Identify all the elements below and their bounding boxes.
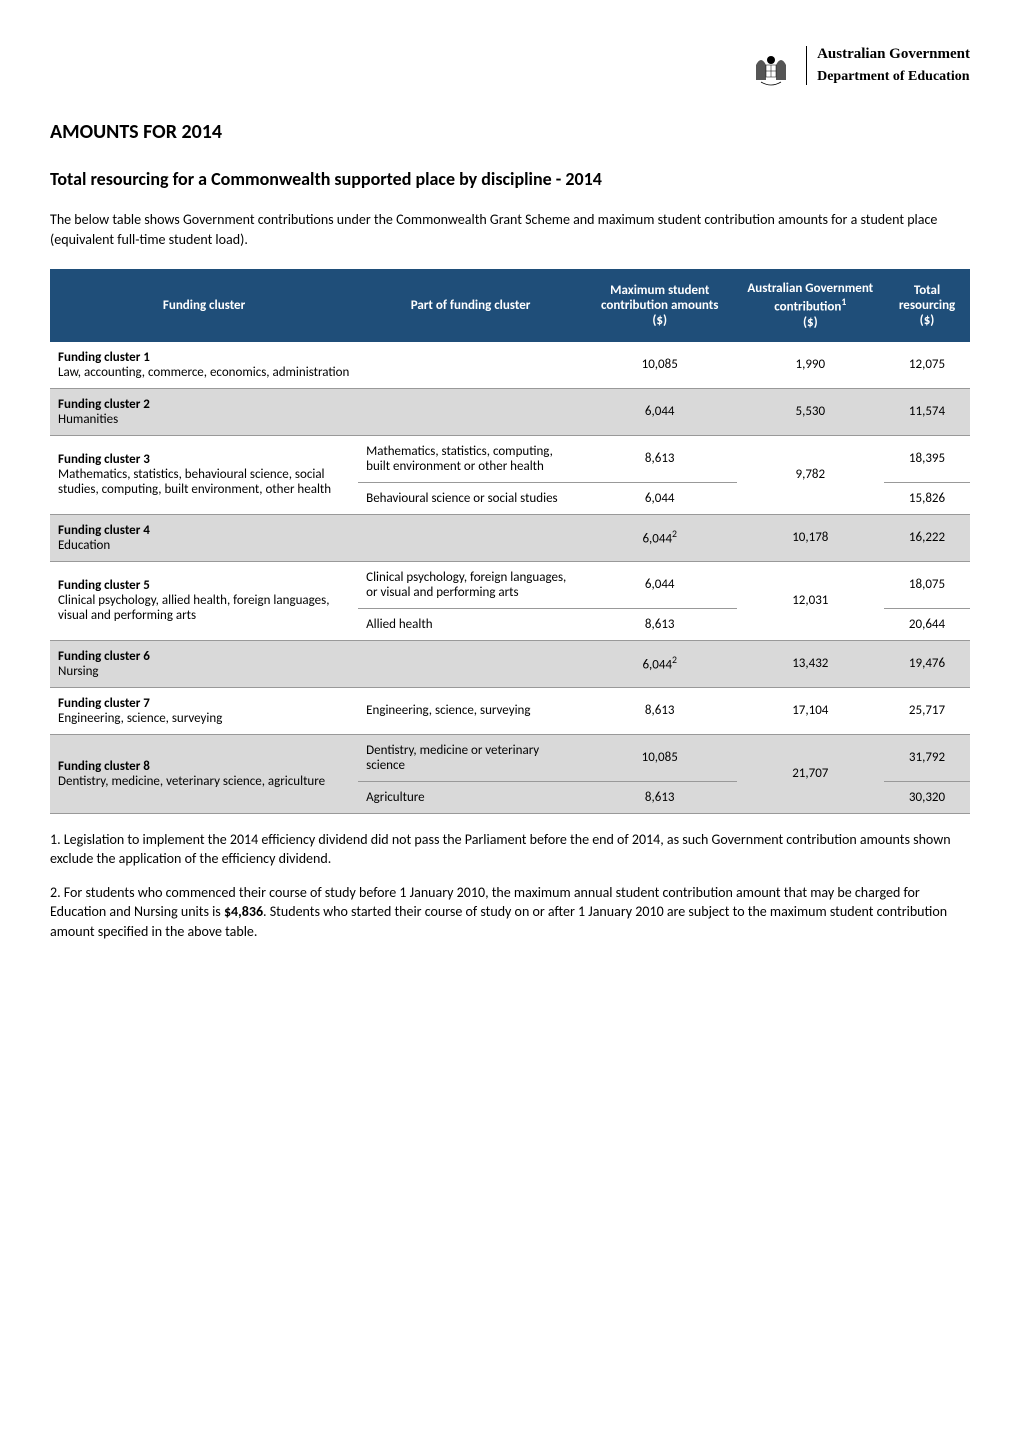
footnotes: 1. Legislation to implement the 2014 eff… xyxy=(50,830,970,942)
total-cell: 16,222 xyxy=(884,514,970,561)
table-row: Funding cluster 5Clinical psychology, al… xyxy=(50,561,970,608)
total-cell: 18,075 xyxy=(884,561,970,608)
part-cell: Allied health xyxy=(358,608,583,640)
max-student-cell: 8,613 xyxy=(583,435,737,482)
cluster-cell: Funding cluster 8Dentistry, medicine, ve… xyxy=(50,734,358,813)
max-student-cell: 6,044 xyxy=(583,388,737,435)
th-gov-contribution: Australian Government contribution1 ($) xyxy=(737,269,885,341)
logo-line2: Department of Education xyxy=(817,69,970,85)
gov-cell: 21,707 xyxy=(737,734,885,813)
th-funding-cluster: Funding cluster xyxy=(50,269,358,341)
total-cell: 18,395 xyxy=(884,435,970,482)
gov-cell: 12,031 xyxy=(737,561,885,640)
gov-cell: 17,104 xyxy=(737,687,885,734)
max-student-cell: 6,0442 xyxy=(583,640,737,687)
header-logo: Australian Government Department of Educ… xyxy=(50,40,970,90)
cluster-cell: Funding cluster 3Mathematics, statistics… xyxy=(50,435,358,514)
part-cell xyxy=(358,342,583,389)
logo-line1: Australian Government xyxy=(817,46,970,63)
gov-cell: 5,530 xyxy=(737,388,885,435)
total-cell: 12,075 xyxy=(884,342,970,389)
th-max-student: Maximum student contribution amounts ($) xyxy=(583,269,737,341)
max-student-cell: 6,044 xyxy=(583,561,737,608)
gov-cell: 9,782 xyxy=(737,435,885,514)
max-student-cell: 8,613 xyxy=(583,608,737,640)
cluster-cell: Funding cluster 6Nursing xyxy=(50,640,358,687)
part-cell: Behavioural science or social studies xyxy=(358,482,583,514)
page-subtitle: Total resourcing for a Commonwealth supp… xyxy=(50,168,970,190)
table-row: Funding cluster 7Engineering, science, s… xyxy=(50,687,970,734)
part-cell xyxy=(358,640,583,687)
cluster-cell: Funding cluster 5Clinical psychology, al… xyxy=(50,561,358,640)
table-row: Funding cluster 2Humanities 6,0445,53011,… xyxy=(50,388,970,435)
table-row: Funding cluster 3Mathematics, statistics… xyxy=(50,435,970,482)
gov-cell: 13,432 xyxy=(737,640,885,687)
max-student-cell: 6,0442 xyxy=(583,514,737,561)
table-row: Funding cluster 8Dentistry, medicine, ve… xyxy=(50,734,970,781)
funding-table: Funding cluster Part of funding cluster … xyxy=(50,269,970,813)
table-row: Funding cluster 6Nursing 6,044213,43219,4… xyxy=(50,640,970,687)
part-cell: Clinical psychology, foreign languages, … xyxy=(358,561,583,608)
part-cell: Agriculture xyxy=(358,781,583,813)
table-row: Funding cluster 4Education 6,044210,17816… xyxy=(50,514,970,561)
cluster-cell: Funding cluster 2Humanities xyxy=(50,388,358,435)
total-cell: 20,644 xyxy=(884,608,970,640)
max-student-cell: 10,085 xyxy=(583,342,737,389)
logo-text: Australian Government Department of Educ… xyxy=(806,46,970,85)
total-cell: 11,574 xyxy=(884,388,970,435)
footnote-1: 1. Legislation to implement the 2014 eff… xyxy=(50,830,970,869)
part-cell: Mathematics, statistics, computing, buil… xyxy=(358,435,583,482)
cluster-cell: Funding cluster 4Education xyxy=(50,514,358,561)
max-student-cell: 10,085 xyxy=(583,734,737,781)
total-cell: 19,476 xyxy=(884,640,970,687)
gov-cell: 1,990 xyxy=(737,342,885,389)
total-cell: 25,717 xyxy=(884,687,970,734)
total-cell: 15,826 xyxy=(884,482,970,514)
table-header-row: Funding cluster Part of funding cluster … xyxy=(50,269,970,341)
intro-text: The below table shows Government contrib… xyxy=(50,210,970,249)
logo-container: Australian Government Department of Educ… xyxy=(746,40,970,90)
page-title: AMOUNTS FOR 2014 xyxy=(50,120,970,144)
coat-of-arms-icon xyxy=(746,40,796,90)
table-row: Funding cluster 1Law, accounting, commer… xyxy=(50,342,970,389)
gov-cell: 10,178 xyxy=(737,514,885,561)
cluster-cell: Funding cluster 1Law, accounting, commer… xyxy=(50,342,358,389)
part-cell xyxy=(358,514,583,561)
footnote-2: 2. For students who commenced their cour… xyxy=(50,883,970,942)
th-part-of-cluster: Part of funding cluster xyxy=(358,269,583,341)
part-cell xyxy=(358,388,583,435)
max-student-cell: 8,613 xyxy=(583,687,737,734)
part-cell: Engineering, science, surveying xyxy=(358,687,583,734)
total-cell: 31,792 xyxy=(884,734,970,781)
total-cell: 30,320 xyxy=(884,781,970,813)
th-total: Total resourcing ($) xyxy=(884,269,970,341)
cluster-cell: Funding cluster 7Engineering, science, s… xyxy=(50,687,358,734)
max-student-cell: 6,044 xyxy=(583,482,737,514)
max-student-cell: 8,613 xyxy=(583,781,737,813)
part-cell: Dentistry, medicine or veterinary scienc… xyxy=(358,734,583,781)
